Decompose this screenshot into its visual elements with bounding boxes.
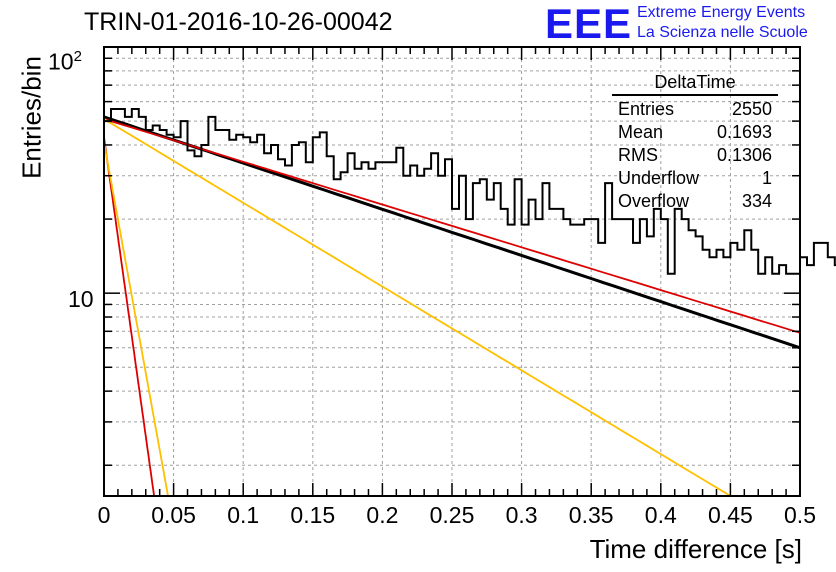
x-tick-label: 0.1 [227, 502, 260, 528]
stats-label: Overflow [618, 191, 690, 211]
y-axis-label: Entries/bin [16, 56, 47, 179]
plot-frame [103, 46, 801, 497]
x-tick-label: 0.15 [290, 502, 336, 528]
x-tick-label: 0.3 [505, 502, 538, 528]
stats-row: Mean 0.1693 [612, 121, 778, 144]
brand-line-2: La Scienza nelle Scuole [637, 24, 808, 41]
stats-label: Mean [618, 122, 664, 142]
stats-label: Underflow [618, 168, 700, 188]
fit-curve-slow-fit [103, 118, 801, 334]
chart-title: TRIN-01-2016-10-26-00042 [84, 8, 393, 36]
stats-value: 2550 [731, 99, 772, 119]
fit-curve-fast-fit-alt [103, 142, 169, 497]
histogram [104, 108, 836, 275]
histogram-step-line [104, 108, 836, 275]
stats-row: Overflow 334 [612, 190, 778, 213]
fit-curve-fast-fit [103, 137, 155, 497]
stats-label: Entries [618, 99, 675, 119]
stats-label: RMS [618, 145, 658, 165]
x-axis-label: Time difference [s] [589, 534, 802, 564]
stats-row: Entries 2550 [612, 98, 778, 121]
brand-line-1: Extreme Energy Events [637, 4, 806, 21]
x-tick-label: 0.25 [429, 502, 475, 528]
fit-curves [103, 115, 801, 497]
stats-value: 1 [761, 168, 772, 188]
x-tick-label: 0.45 [708, 502, 753, 528]
x-tick-label: 0.35 [568, 502, 614, 528]
stats-value: 0.1306 [716, 145, 772, 165]
y-tick-label: 102 [48, 48, 82, 75]
axis-ticks [103, 46, 801, 496]
x-tick-label: 0.05 [151, 502, 196, 528]
stats-row: Underflow 1 [612, 167, 778, 190]
eee-logo: EEE [545, 0, 633, 47]
x-tick-label: 0.4 [644, 502, 677, 528]
y-tick-label: 10 [68, 286, 94, 312]
x-tick-label: 0.5 [784, 502, 816, 528]
stats-value: 0.1693 [716, 122, 772, 142]
stats-title: DeltaTime [612, 72, 778, 96]
stats-value: 334 [741, 191, 772, 211]
stats-box: DeltaTime Entries 2550 Mean 0.1693 RMS 0.13… [612, 72, 778, 213]
x-tick-label: 0.2 [366, 502, 399, 528]
fit-curve-slow-fit-alt [103, 118, 731, 497]
stats-row: RMS 0.1306 [612, 144, 778, 167]
x-tick-label: 0 [97, 502, 111, 528]
